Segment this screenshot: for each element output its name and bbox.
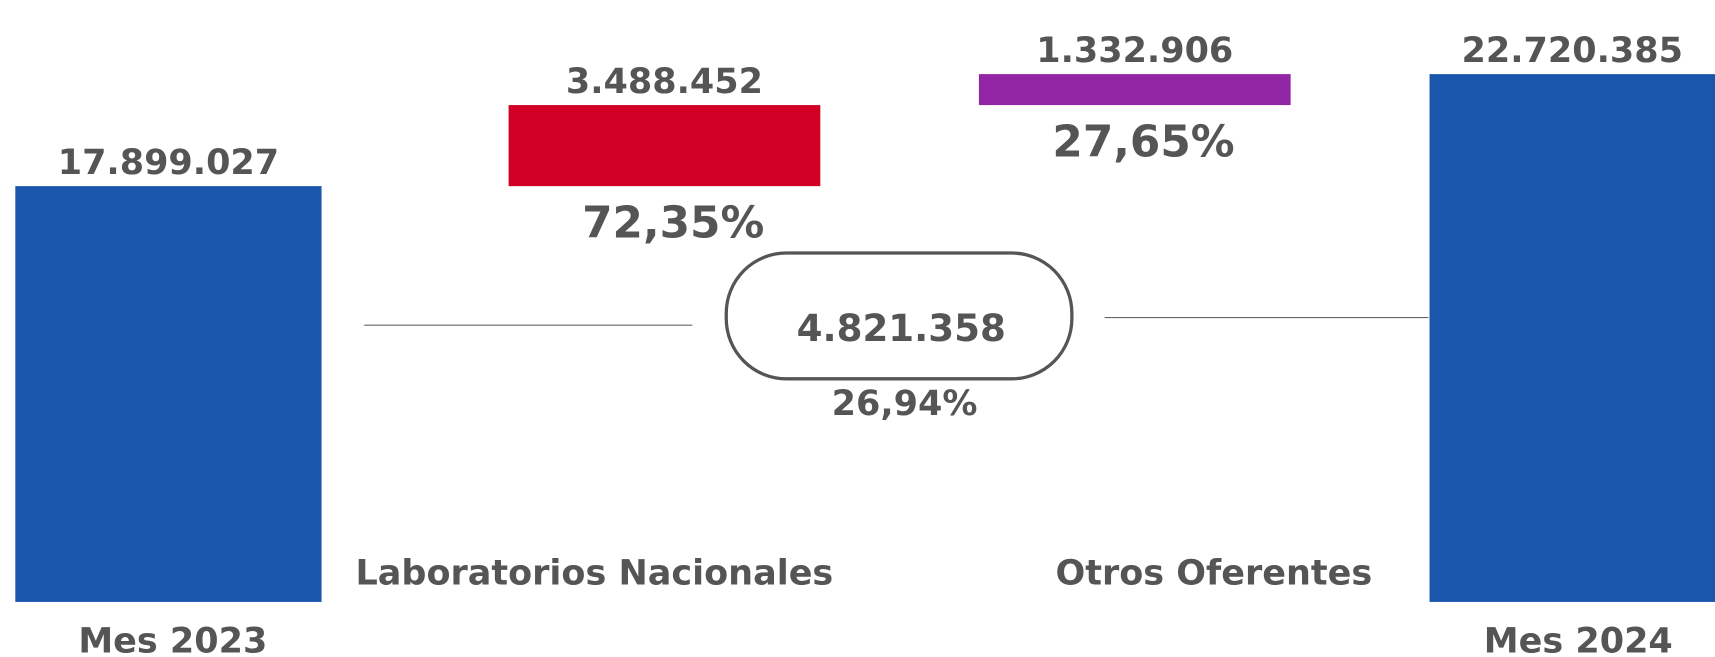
share-label: 72,35% [582,197,764,248]
change-box [724,251,1074,381]
value-label: 1.332.906 [1036,31,1233,71]
category-label: Laboratorios Nacionales [355,554,833,594]
category-label: Mes 2024 [1484,621,1673,657]
bar [1429,74,1715,602]
value-label: 3.488.452 [566,62,763,102]
change-percent-label: 26,94% [832,384,978,424]
bar [978,74,1291,106]
change-label: 4.821.358 [797,306,1006,350]
bar [508,105,821,187]
category-label: Mes 2023 [78,621,267,657]
share-label: 27,65% [1052,116,1234,167]
value-label: 17.899.027 [58,143,279,183]
value-label: 22.720.385 [1462,31,1683,71]
bar [15,186,322,602]
category-label: Otros Oferentes [1055,554,1372,594]
